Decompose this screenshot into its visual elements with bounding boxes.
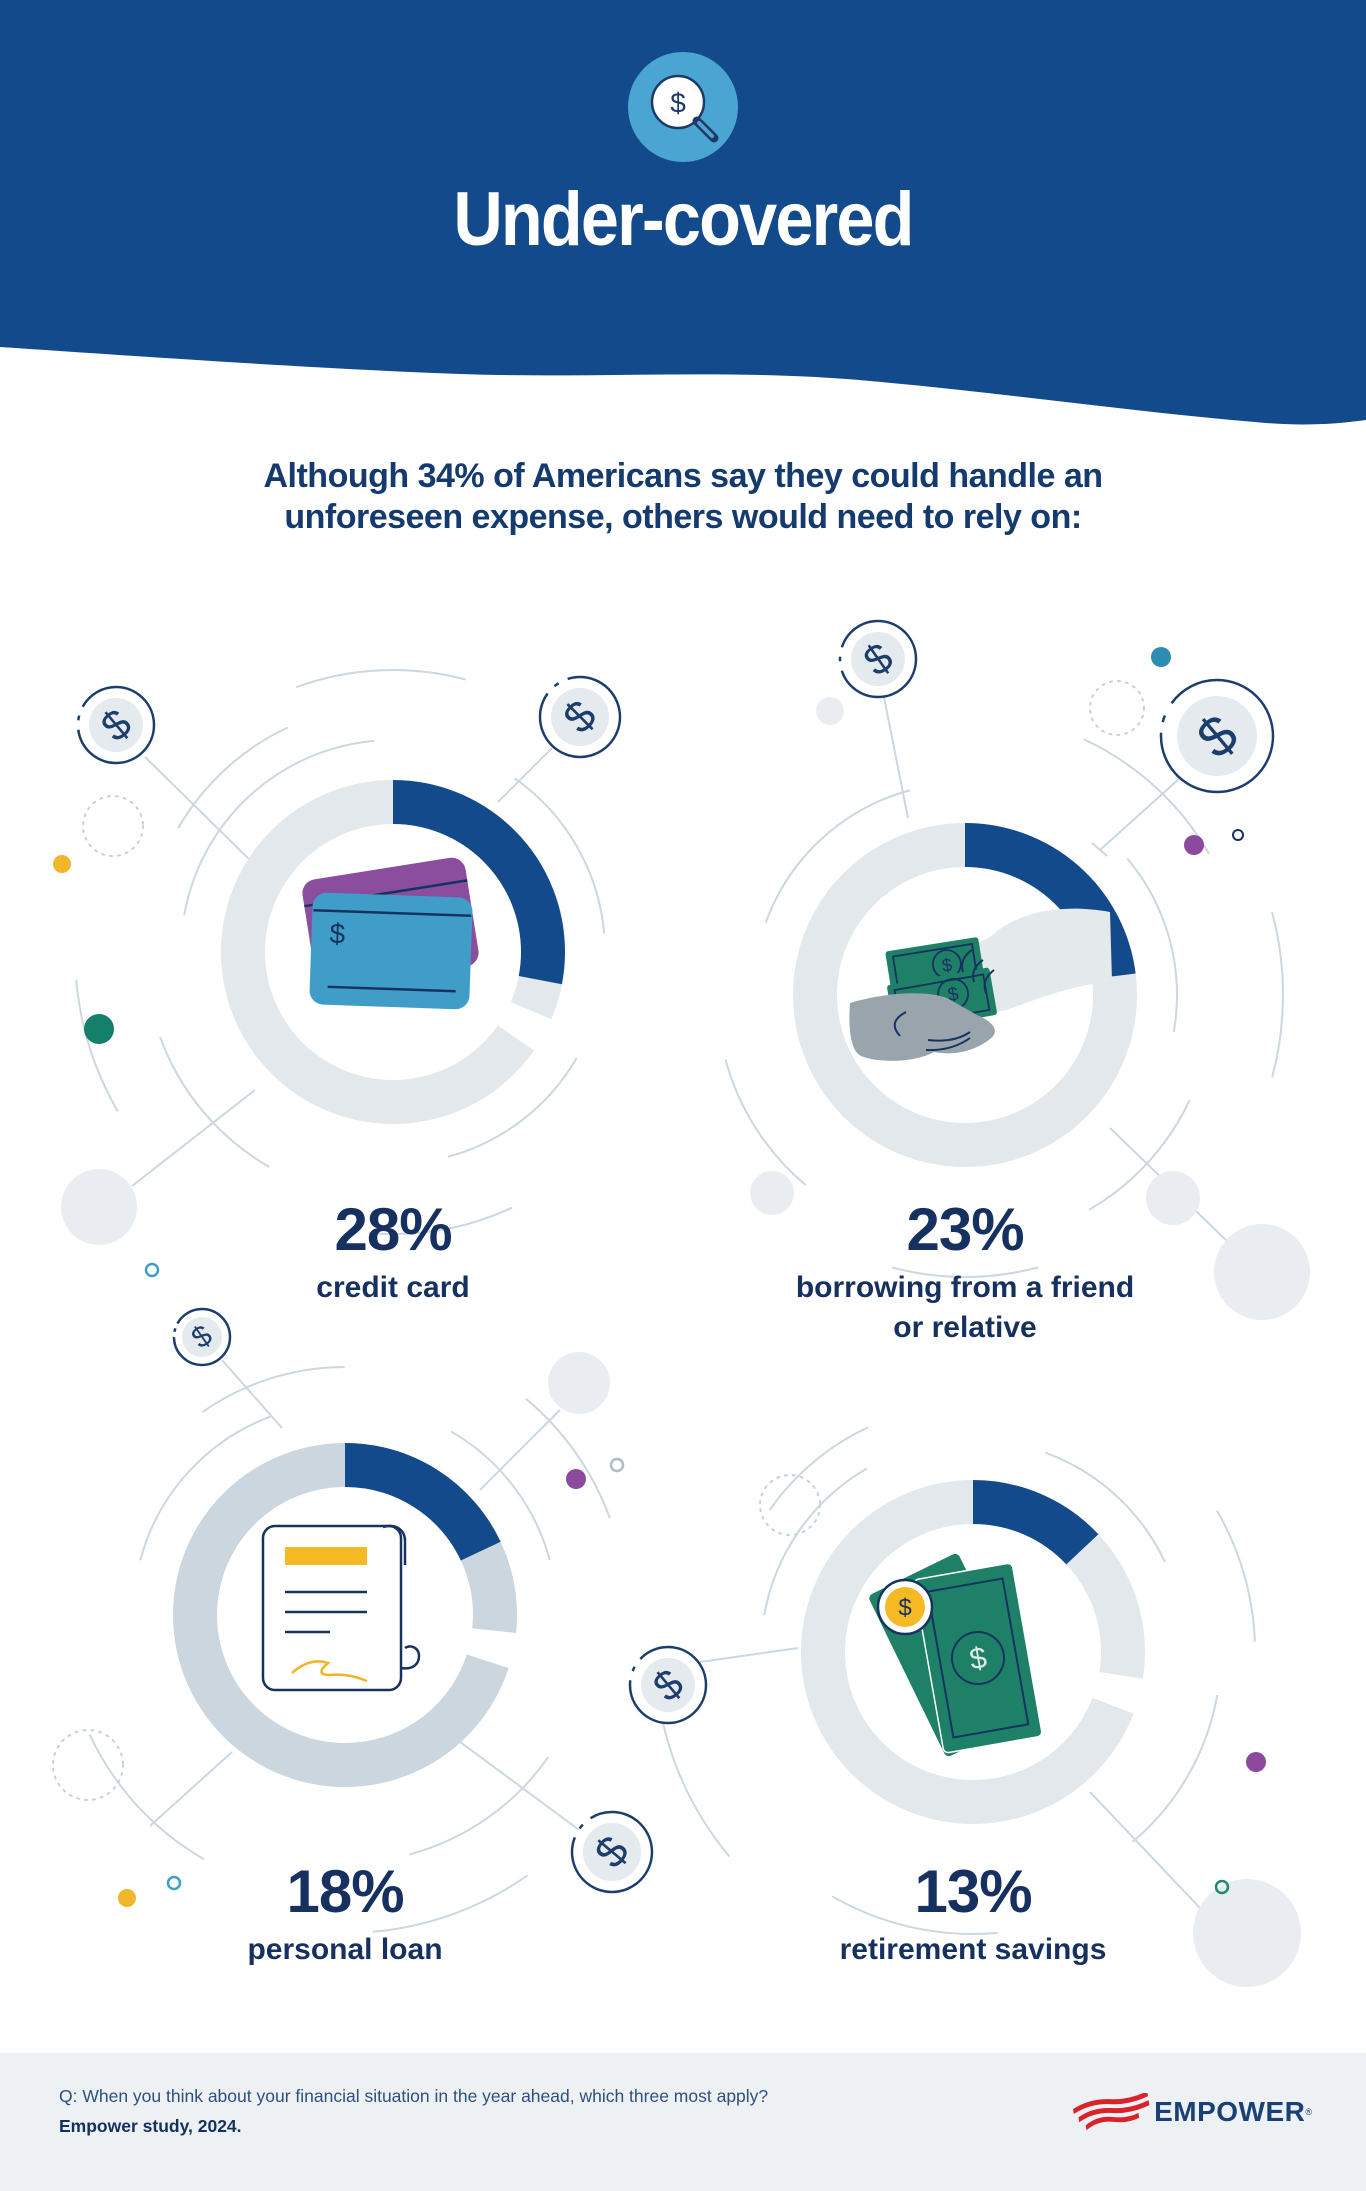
donut-chart-personal-loan: [171, 1441, 519, 1789]
yellow-dot: [118, 1889, 136, 1907]
donut-chart-borrowing: $ $: [793, 823, 1137, 1167]
stat-value: 13%: [914, 1858, 1032, 1925]
stat-label: borrowing from a friend or relative: [795, 1271, 1135, 1344]
empower-flag-icon: [1073, 2093, 1150, 2131]
hand-giving-cash-icon: $ $: [849, 908, 1112, 1061]
decor-arcs-cluster-4: [654, 1333, 1292, 1971]
stat-personal-loan: 18% personal loan: [155, 1862, 535, 1970]
dollar-circle-icon: $: [76, 685, 156, 765]
decor-arcs-cluster-1: [74, 633, 712, 1271]
decor-connector-lines: [131, 696, 1229, 1909]
empower-logo: EMPOWER ®: [1070, 2093, 1312, 2131]
svg-text:$: $: [940, 954, 953, 975]
purple-dot: [1246, 1752, 1266, 1772]
dollar-circle-icon: $: [538, 675, 622, 759]
credit-cards-icon: $: [302, 857, 479, 1010]
cash-bills-coin-icon: $ $: [869, 1553, 1043, 1757]
header: $ Under-covered: [0, 0, 1366, 430]
survey-question: Q: When you think about your financial s…: [59, 2086, 769, 2106]
decor-arcs-cluster-3: [26, 1296, 664, 1934]
ring-dot: [166, 1875, 182, 1891]
stat-borrowing: 23% borrowing from a friend or relative: [775, 1200, 1155, 1348]
donut-chart-retirement-savings: $ $: [799, 1478, 1147, 1826]
source-attribution: Empower study, 2024.: [59, 2116, 242, 2136]
decor-colored-dots: [53, 647, 1266, 1907]
svg-text:$: $: [898, 1595, 911, 1622]
brand-name: EMPOWER: [1154, 2096, 1306, 2127]
blue-dot: [1151, 647, 1171, 667]
page-title: Under-covered: [453, 177, 914, 262]
dollar-circle-icon: $: [1159, 678, 1275, 794]
registered-mark: ®: [1305, 2107, 1312, 2117]
dollar-circle-icon: $: [838, 619, 918, 699]
decor-gray-bubbles: [61, 697, 1310, 1987]
intro-line-1: Although 34% of Americans say they could…: [263, 457, 1103, 495]
stat-value: 23%: [906, 1196, 1024, 1263]
purple-dot: [566, 1469, 586, 1489]
svg-text:$: $: [329, 918, 346, 950]
header-wave-background: [0, 0, 1366, 425]
decor-dotted-circles: [52, 680, 1145, 1801]
intro-text: Although 34% of Americans say they could…: [0, 456, 1366, 538]
stat-value: 28%: [334, 1196, 452, 1263]
ring-dot: [144, 1262, 160, 1278]
stat-value: 18%: [286, 1858, 404, 1925]
ring-dot: [1232, 829, 1244, 841]
stat-label: credit card: [316, 1271, 470, 1304]
donut-chart-credit-card: $: [219, 778, 567, 1126]
purple-dot: [1184, 835, 1204, 855]
decor-arcs-cluster-2: [646, 676, 1284, 1314]
stat-label: retirement savings: [839, 1933, 1107, 1966]
ring-dot: [609, 1457, 625, 1473]
svg-text:$: $: [967, 1641, 989, 1676]
magnifier-dollar-icon: $: [628, 52, 738, 162]
stat-credit-card: 28% credit card: [203, 1200, 583, 1308]
stat-retirement-savings: 13% retirement savings: [783, 1862, 1163, 1970]
footer: Q: When you think about your financial s…: [0, 2053, 1366, 2191]
ring-dot: [1214, 1879, 1230, 1895]
dollar-circle-icon: $: [628, 1645, 708, 1725]
yellow-dot: [53, 855, 71, 873]
loan-document-icon: [261, 1524, 421, 1692]
svg-text:$: $: [670, 88, 686, 119]
intro-line-2: unforeseen expense, others would need to…: [284, 498, 1082, 536]
teal-dot: [84, 1014, 114, 1044]
dollar-circle-icon: $: [172, 1307, 232, 1367]
stat-label: personal loan: [247, 1933, 443, 1966]
dollar-circle-icon: $: [570, 1810, 654, 1894]
